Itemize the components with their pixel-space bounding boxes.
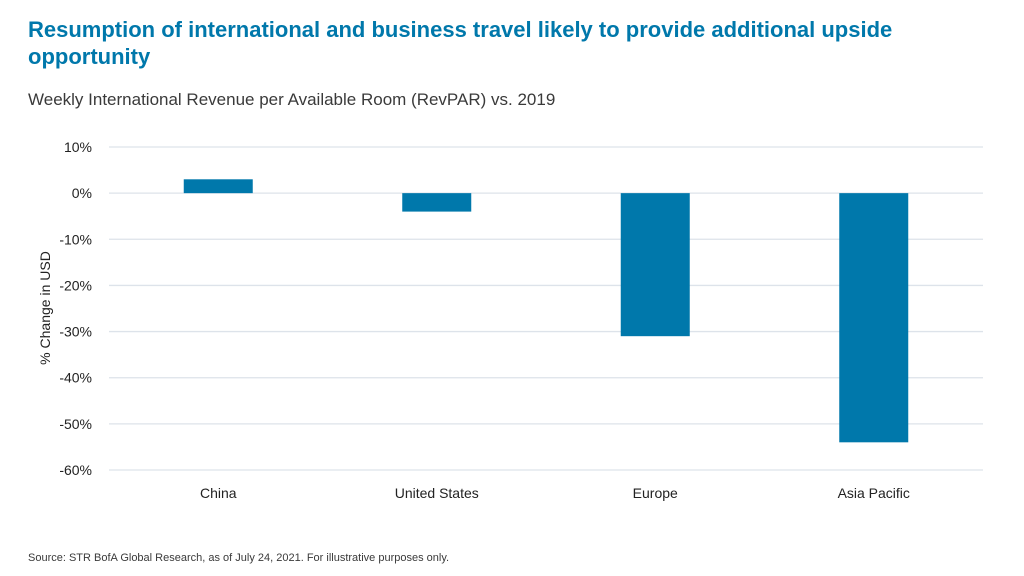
bar-united-states [402,193,472,212]
x-tick-label: Europe [633,485,678,501]
source-note: Source: STR BofA Global Research, as of … [28,552,450,564]
y-tick-label: -10% [59,231,92,247]
y-tick-label: 10% [64,139,92,155]
y-axis-label: % Change in USD [37,251,53,365]
x-tick-label: United States [395,485,479,501]
chart-subtitle: Weekly International Revenue per Availab… [28,90,556,109]
y-tick-label: -50% [59,416,92,432]
bar-asia-pacific [839,193,909,443]
x-tick-label: Asia Pacific [838,485,910,501]
chart-title: Resumption of international and business… [28,17,893,69]
y-tick-label: -40% [59,370,92,386]
y-tick-label: 0% [72,185,92,201]
y-tick-label: -20% [59,277,92,293]
bar-europe [620,193,690,337]
bar-china [183,179,253,194]
x-tick-label: China [200,485,237,501]
y-tick-label: -30% [59,324,92,340]
y-tick-label: -60% [59,462,92,478]
